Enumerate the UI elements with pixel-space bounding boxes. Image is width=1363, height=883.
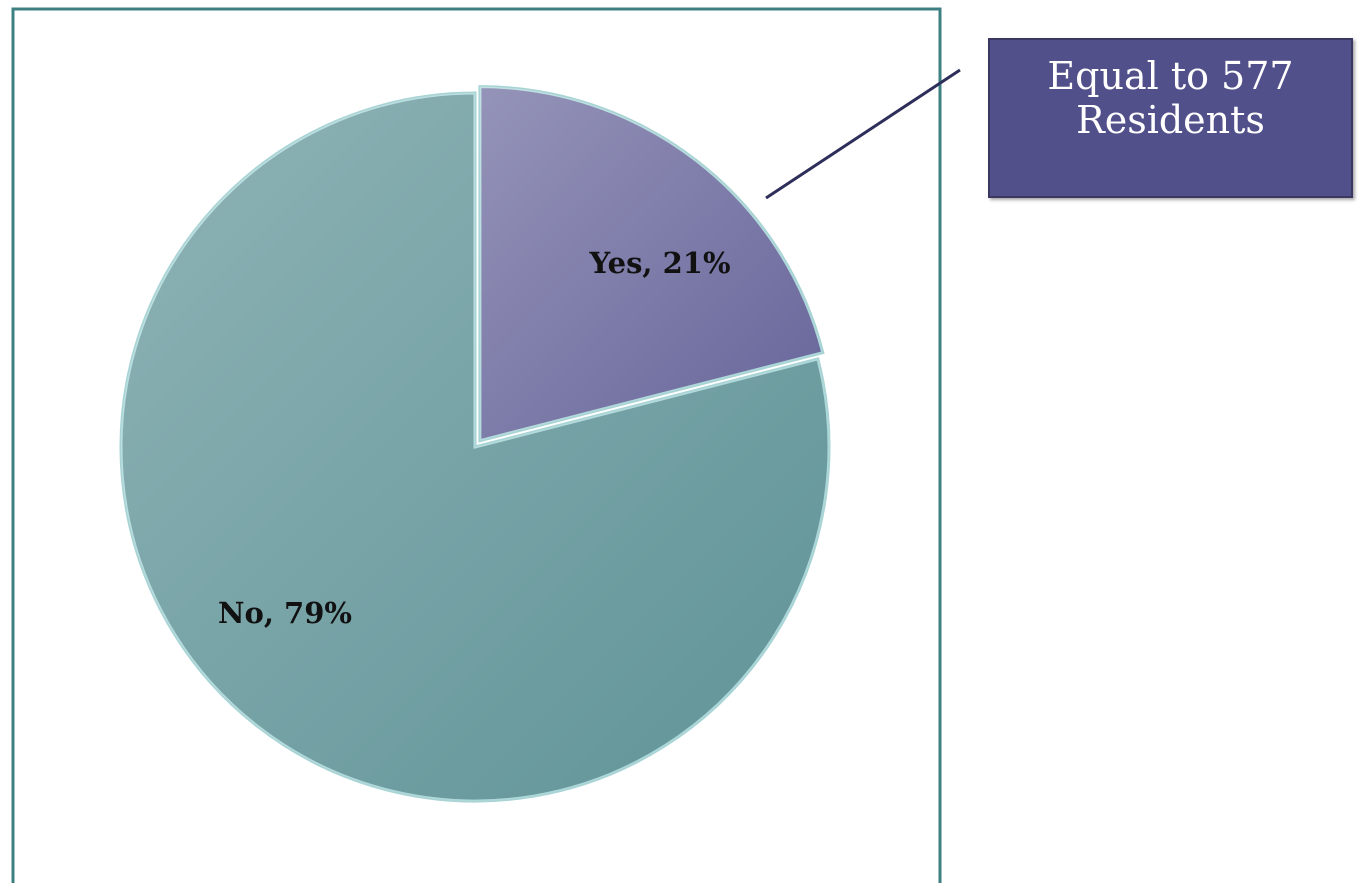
leader-line (765, 68, 961, 200)
callout: Equal to 577 Residents (988, 38, 1353, 198)
slice-shine (479, 86, 823, 441)
frame (11, 7, 942, 883)
data-label: No, 79% (218, 596, 352, 630)
data-label: Yes, 21% (588, 246, 730, 280)
slice-shine (120, 93, 829, 802)
pie (119, 85, 831, 803)
